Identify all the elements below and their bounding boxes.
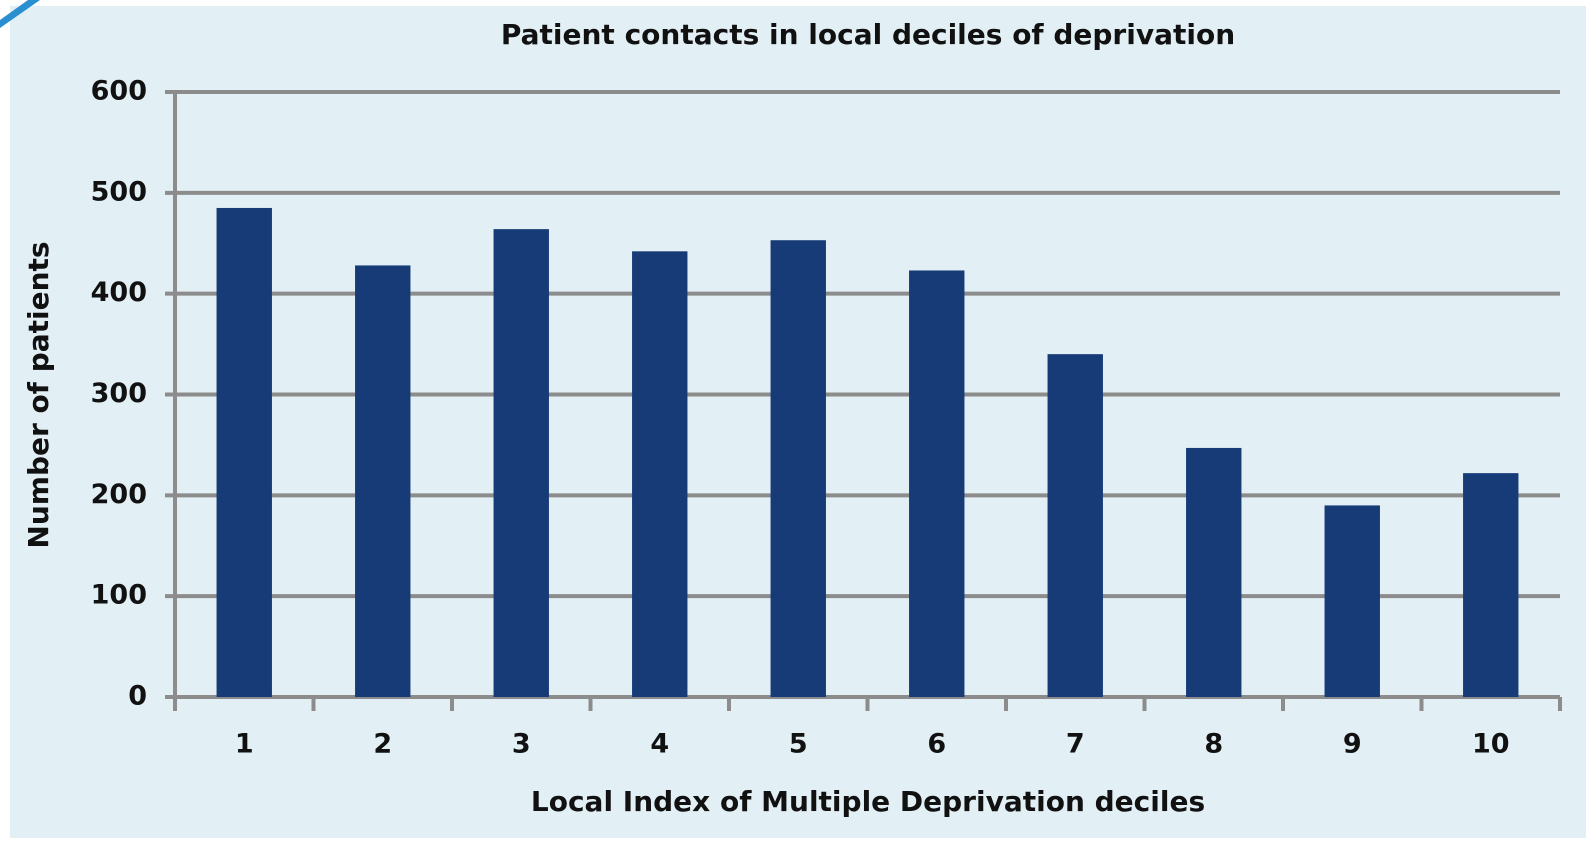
y-tick-label: 600 bbox=[91, 76, 147, 107]
y-tick-label: 300 bbox=[91, 378, 147, 409]
bar bbox=[1047, 354, 1103, 697]
y-axis-title: Number of patients bbox=[22, 241, 55, 548]
x-tick-label: 9 bbox=[1343, 729, 1362, 760]
x-tick-label: 1 bbox=[235, 729, 254, 760]
bar bbox=[1324, 505, 1380, 697]
y-tick-label: 0 bbox=[128, 681, 147, 712]
x-tick-label: 10 bbox=[1472, 729, 1510, 760]
x-axis-title: Local Index of Multiple Deprivation deci… bbox=[531, 785, 1205, 818]
x-tick-label: 6 bbox=[927, 729, 946, 760]
x-tick-label: 5 bbox=[789, 729, 808, 760]
y-tick-label: 200 bbox=[91, 479, 147, 510]
y-tick-label: 100 bbox=[91, 580, 147, 611]
x-tick-label: 8 bbox=[1204, 729, 1223, 760]
x-tick-label: 3 bbox=[512, 729, 531, 760]
y-tick-label: 400 bbox=[91, 277, 147, 308]
bar bbox=[493, 229, 549, 697]
bar bbox=[355, 265, 411, 697]
x-tick-label: 2 bbox=[373, 729, 392, 760]
x-tick-label: 4 bbox=[650, 729, 669, 760]
x-tick-label: 7 bbox=[1066, 729, 1085, 760]
chart-title: Patient contacts in local deciles of dep… bbox=[501, 18, 1235, 51]
bar bbox=[770, 240, 826, 697]
bar bbox=[909, 270, 965, 697]
bar bbox=[1186, 447, 1242, 697]
bar bbox=[1463, 473, 1519, 697]
bar bbox=[632, 251, 688, 698]
bar bbox=[216, 207, 272, 698]
y-tick-label: 500 bbox=[91, 176, 147, 207]
corner-decoration bbox=[0, 0, 40, 28]
